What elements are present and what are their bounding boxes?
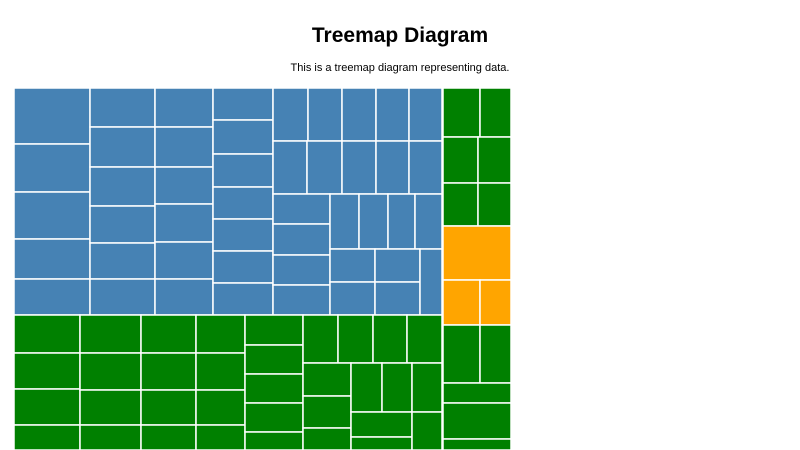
treemap-cell-green-26 (302, 362, 352, 397)
treemap-cell-green-3 (13, 388, 81, 426)
treemap-cell-green-39 (442, 182, 479, 227)
treemap-cell-blue-17 (154, 278, 214, 316)
treemap-cell-blue-16 (154, 241, 214, 280)
treemap-cell-blue-4 (13, 238, 91, 280)
treemap-cell-green-25 (406, 314, 443, 364)
treemap-cell-green-6 (79, 352, 142, 391)
treemap-cell-blue-3 (13, 191, 91, 240)
treemap-cell-green-35 (442, 87, 481, 138)
treemap-cell-green-9 (140, 314, 197, 354)
treemap-cell-green-27 (302, 395, 352, 429)
treemap-cell-blue-6 (89, 87, 156, 128)
treemap-cell-blue-31 (306, 140, 343, 195)
treemap-cell-blue-14 (154, 166, 214, 205)
treemap-cell-blue-24 (212, 282, 274, 316)
treemap-cell-green-19 (244, 373, 304, 404)
treemap-cell-green-42 (479, 324, 512, 384)
treemap-cell-green-1 (13, 314, 81, 354)
treemap-cell-blue-18 (212, 87, 274, 121)
treemap-cell-green-36 (479, 87, 512, 138)
treemap-cell-green-10 (140, 352, 197, 391)
treemap-cell-orange-2 (442, 279, 481, 326)
treemap-cell-blue-42 (414, 193, 443, 250)
treemap-cell-blue-28 (375, 87, 410, 142)
treemap-cell-blue-43 (329, 248, 376, 283)
treemap-cell-blue-32 (341, 140, 377, 195)
treemap-cell-blue-34 (408, 140, 443, 195)
treemap-cell-green-22 (302, 314, 339, 364)
treemap-cell-blue-5 (13, 278, 91, 316)
treemap-cell-blue-21 (212, 186, 274, 220)
treemap-cell-blue-8 (89, 166, 156, 207)
treemap-cell-blue-9 (89, 205, 156, 244)
treemap-cell-orange-1 (442, 225, 512, 281)
treemap-cell-blue-29 (408, 87, 443, 142)
treemap-cell-green-41 (442, 324, 481, 384)
treemap-cell-blue-30 (272, 140, 308, 195)
page-subtitle: This is a treemap diagram representing d… (290, 62, 510, 74)
treemap-cell-green-31 (411, 362, 443, 413)
treemap-cell-green-28 (302, 427, 352, 450)
treemap-cell-green-40 (477, 182, 512, 227)
treemap-cell-blue-13 (154, 126, 214, 168)
treemap-cell-blue-27 (341, 87, 377, 142)
treemap-cell-blue-20 (212, 153, 274, 188)
treemap-cell-blue-44 (329, 281, 376, 316)
treemap-cell-green-45 (442, 438, 512, 450)
treemap-cell-blue-39 (329, 193, 360, 250)
treemap-cell-green-8 (79, 424, 142, 450)
treemap-cell-blue-1 (13, 87, 91, 145)
treemap-cell-green-5 (79, 314, 142, 354)
treemap-cell-blue-35 (272, 193, 331, 225)
treemap-cell-blue-47 (419, 248, 443, 316)
treemap-cell-blue-19 (212, 119, 274, 155)
treemap-cell-blue-40 (358, 193, 389, 250)
treemap-cell-blue-2 (13, 143, 91, 193)
treemap-cell-blue-25 (272, 87, 309, 142)
treemap-cell-green-11 (140, 389, 197, 426)
treemap-cell-orange-3 (479, 279, 512, 326)
treemap-cell-green-15 (195, 389, 246, 426)
treemap-cell-blue-37 (272, 254, 331, 286)
treemap-cell-green-32 (350, 411, 413, 438)
treemap-cell-green-2 (13, 352, 81, 390)
treemap-cell-green-43 (442, 382, 512, 404)
page-title: Treemap Diagram (311, 24, 489, 47)
treemap-cell-blue-23 (212, 250, 274, 284)
treemap-cell-green-21 (244, 431, 304, 450)
treemap-cell-green-44 (442, 402, 512, 440)
treemap-cell-green-7 (79, 389, 142, 426)
treemap-cell-green-20 (244, 402, 304, 433)
treemap-cell-blue-22 (212, 218, 274, 252)
treemap-cell-blue-45 (374, 248, 421, 283)
treemap-cell-blue-26 (307, 87, 343, 142)
treemap-cell-green-24 (372, 314, 408, 364)
treemap-cell-blue-36 (272, 223, 331, 256)
treemap-cell-green-16 (195, 424, 246, 450)
treemap-cell-green-33 (350, 436, 413, 450)
treemap-cell-blue-15 (154, 203, 214, 243)
treemap-cell-green-29 (350, 362, 383, 413)
treemap-cell-blue-33 (375, 140, 410, 195)
treemap-cell-blue-41 (387, 193, 416, 250)
treemap-cell-green-14 (195, 352, 246, 391)
treemap-cell-green-12 (140, 424, 197, 450)
treemap-cell-blue-46 (374, 281, 421, 316)
treemap-cell-blue-11 (89, 278, 156, 316)
treemap-cell-blue-38 (272, 284, 331, 316)
treemap-cell-green-34 (411, 411, 443, 450)
treemap-cell-green-4 (13, 424, 81, 450)
treemap-cell-green-23 (337, 314, 374, 364)
treemap-cell-green-38 (477, 136, 512, 184)
treemap-cell-green-37 (442, 136, 479, 184)
treemap-cell-blue-10 (89, 242, 156, 280)
treemap-cell-green-13 (195, 314, 246, 354)
treemap-cell-blue-7 (89, 126, 156, 168)
treemap-cell-green-18 (244, 344, 304, 375)
treemap-cell-green-30 (381, 362, 413, 413)
treemap-cell-green-17 (244, 314, 304, 346)
treemap-cell-blue-12 (154, 87, 214, 128)
